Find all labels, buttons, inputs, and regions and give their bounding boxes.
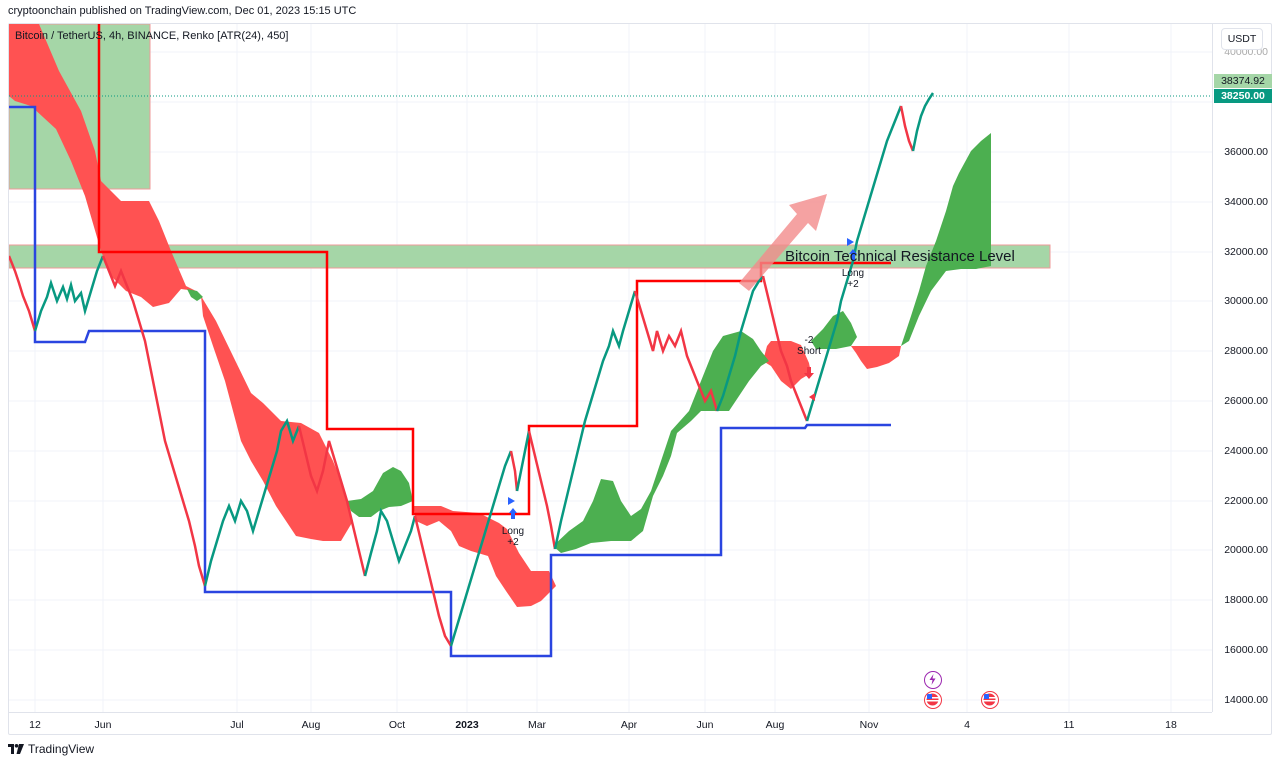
horizontal-grid xyxy=(9,51,1212,701)
time-label: Nov xyxy=(859,719,879,731)
tradingview-logo[interactable]: TradingView xyxy=(8,742,94,756)
symbol-title: Bitcoin / TetherUS, 4h, BINANCE, Renko [… xyxy=(15,30,289,42)
price-label: 16000.00 xyxy=(1224,644,1268,656)
price-label: 20000.00 xyxy=(1224,544,1268,556)
time-label: 18 xyxy=(1165,719,1177,731)
price-label: 32000.00 xyxy=(1224,246,1268,258)
renko-bricks xyxy=(9,92,935,647)
us-flag-event-icon-2[interactable] xyxy=(981,691,999,709)
long-marker-1-label: Long +2 xyxy=(501,526,525,548)
bull-cloud xyxy=(187,133,991,553)
price-label: 18000.00 xyxy=(1224,594,1268,606)
chart-frame: Bitcoin / TetherUS, 4h, BINANCE, Renko [… xyxy=(8,23,1272,735)
time-label: Jun xyxy=(94,719,112,731)
currency-button[interactable]: USDT xyxy=(1221,28,1263,50)
last-price-tag: 38374.92 xyxy=(1214,74,1272,88)
long-marker-1 xyxy=(508,497,517,519)
lower-channel-line xyxy=(9,105,891,658)
time-axis[interactable]: 12 Jun Jul Aug Oct 2023 Mar Apr Jun Aug … xyxy=(9,712,1212,735)
price-axis[interactable]: 40000.00 36000.00 34000.00 32000.00 3000… xyxy=(1212,24,1272,712)
lightning-event-icon[interactable] xyxy=(924,671,942,689)
time-label: Aug xyxy=(301,719,321,731)
tradingview-logo-icon xyxy=(8,744,24,754)
price-label: 34000.00 xyxy=(1224,196,1268,208)
current-price-tag: 38250.00 xyxy=(1214,89,1272,103)
time-label: 11 xyxy=(1063,719,1075,731)
time-label: Apr xyxy=(620,719,638,731)
upper-channel-line xyxy=(97,24,891,516)
long-marker-2 xyxy=(847,238,857,260)
price-label: 36000.00 xyxy=(1224,146,1268,158)
time-label: Mar xyxy=(527,719,547,731)
price-label: 24000.00 xyxy=(1224,445,1268,457)
tradingview-brand-text: TradingView xyxy=(28,742,95,756)
short-marker-1-label: -2 Short xyxy=(797,335,821,357)
price-label: 28000.00 xyxy=(1224,345,1268,357)
price-label: 14000.00 xyxy=(1224,694,1268,706)
time-label: 12 xyxy=(29,719,41,731)
time-label: Oct xyxy=(388,719,406,731)
price-label: 30000.00 xyxy=(1224,295,1268,307)
resistance-annotation[interactable]: Bitcoin Technical Resistance Level xyxy=(785,248,1015,265)
time-label: Jun xyxy=(696,719,714,731)
price-label: 26000.00 xyxy=(1224,395,1268,407)
publish-line: cryptoonchain published on TradingView.c… xyxy=(8,5,357,17)
short-marker-1 xyxy=(804,367,815,401)
bear-cloud xyxy=(9,24,901,607)
chart-canvas xyxy=(9,24,1212,712)
time-label: 4 xyxy=(964,719,970,731)
time-label: Jul xyxy=(230,719,244,731)
time-label: 2023 xyxy=(455,719,479,731)
time-label: Aug xyxy=(765,719,785,731)
plot-area[interactable]: Bitcoin / TetherUS, 4h, BINANCE, Renko [… xyxy=(9,24,1212,712)
trend-arrow xyxy=(739,194,827,291)
us-flag-event-icon[interactable] xyxy=(924,691,942,709)
long-marker-2-label: Long +2 xyxy=(841,268,865,290)
price-label: 22000.00 xyxy=(1224,495,1268,507)
